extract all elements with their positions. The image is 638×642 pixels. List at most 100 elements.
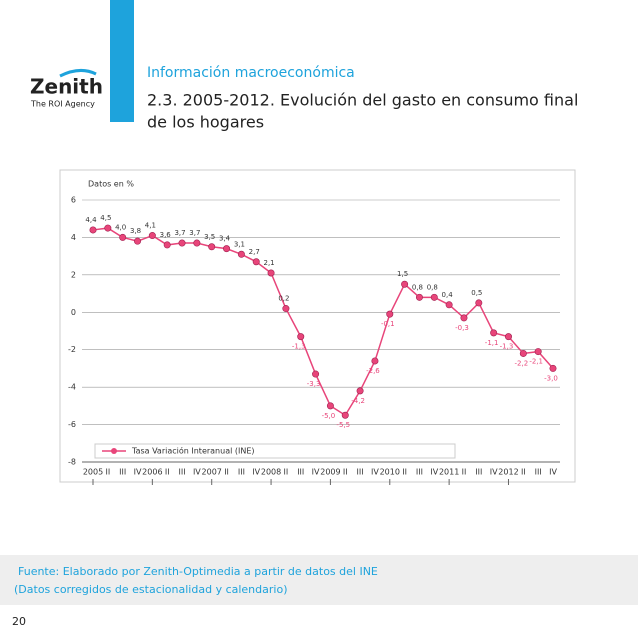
- x-tick-label: IV: [549, 468, 557, 477]
- data-label: -0,1: [381, 320, 395, 328]
- x-tick-label: II: [105, 468, 110, 477]
- point: [401, 280, 409, 288]
- data-label: 3,8: [130, 227, 141, 235]
- x-tick-label: III: [119, 468, 126, 477]
- source: Fuente: Elaborado por Zenith-Optimedia a…: [18, 565, 378, 578]
- point: [89, 226, 97, 234]
- x-tick-label: II: [224, 468, 229, 477]
- point: [430, 293, 438, 301]
- data-label: 3,1: [234, 240, 245, 248]
- data-label: -5,5: [336, 421, 350, 429]
- data-label: 0,2: [278, 295, 289, 303]
- x-tick-label: IV: [252, 468, 260, 477]
- y-tick-label: 2: [71, 270, 76, 279]
- data-label: -2,6: [366, 367, 380, 375]
- x-tick-label: III: [416, 468, 423, 477]
- y-tick-label: -2: [68, 345, 76, 354]
- legend-marker: [111, 448, 117, 454]
- point: [534, 348, 542, 356]
- y-axis-label: Datos en %: [88, 180, 134, 189]
- x-tick-label: IV: [312, 468, 320, 477]
- data-label: 0,8: [427, 283, 438, 291]
- x-tick-label: IV: [193, 468, 201, 477]
- data-label: -4,2: [351, 397, 365, 405]
- point: [134, 237, 142, 245]
- logo: Zenith: [30, 75, 103, 99]
- point: [490, 329, 498, 337]
- point: [460, 314, 468, 322]
- y-tick-label: 0: [71, 308, 76, 317]
- data-label: 2,1: [263, 259, 274, 267]
- legend-label: Tasa Variación Interanual (INE): [131, 446, 255, 456]
- data-label: -5,0: [322, 412, 336, 420]
- point: [178, 239, 186, 247]
- chart-frame: [59, 169, 576, 483]
- data-label: -2,2: [514, 359, 528, 367]
- footer-band: [0, 555, 638, 605]
- point: [341, 411, 349, 419]
- data-label: 0,5: [471, 289, 482, 297]
- data-label: -1,3: [292, 343, 306, 351]
- point: [104, 224, 112, 232]
- x-tick-label: 2007: [202, 468, 222, 477]
- y-tick-label: 4: [71, 233, 76, 242]
- point: [475, 299, 483, 307]
- data-label: -1,1: [485, 339, 499, 347]
- data-label: 0,8: [412, 283, 423, 291]
- data-label: 2,7: [249, 248, 260, 256]
- data-label: 3,7: [189, 229, 200, 237]
- x-tick-label: III: [357, 468, 364, 477]
- point: [282, 305, 290, 313]
- section-title: Información macroeconómica: [147, 65, 355, 81]
- x-tick-label: III: [178, 468, 185, 477]
- y-tick-label: 6: [71, 196, 76, 205]
- point: [519, 349, 527, 357]
- data-label: -3,3: [307, 380, 321, 388]
- data-label: -3,0: [544, 374, 558, 382]
- data-label: 3,6: [160, 231, 172, 239]
- x-tick-label: 2011: [439, 468, 459, 477]
- title: de los hogares: [147, 113, 264, 132]
- x-tick-label: II: [284, 468, 289, 477]
- page-number: 20: [12, 615, 26, 628]
- x-tick-label: II: [521, 468, 526, 477]
- data-label: 4,0: [115, 223, 126, 231]
- data-label: 3,7: [174, 229, 185, 237]
- point: [252, 258, 260, 266]
- point: [223, 245, 231, 253]
- data-label: -0,3: [455, 324, 469, 332]
- point: [371, 357, 379, 365]
- point: [312, 370, 320, 378]
- point: [237, 250, 245, 258]
- point: [119, 233, 127, 241]
- x-tick-label: II: [462, 468, 467, 477]
- point: [356, 387, 364, 395]
- x-tick-label: 2012: [498, 468, 518, 477]
- x-tick-label: 2009: [320, 468, 340, 477]
- data-label: 0,4: [442, 291, 454, 299]
- point: [504, 333, 512, 341]
- data-label: 4,4: [85, 216, 97, 224]
- point: [193, 239, 201, 247]
- x-tick-label: III: [297, 468, 304, 477]
- data-label: 1,5: [397, 270, 408, 278]
- data-label: 4,1: [145, 222, 156, 230]
- point: [208, 243, 216, 251]
- source: (Datos corregidos de estacionalidad y ca…: [14, 583, 287, 596]
- x-tick-label: II: [165, 468, 170, 477]
- y-tick-label: -8: [68, 458, 76, 467]
- point: [415, 293, 423, 301]
- point: [549, 364, 557, 372]
- x-tick-label: IV: [134, 468, 142, 477]
- x-tick-label: IV: [490, 468, 498, 477]
- x-tick-label: II: [343, 468, 348, 477]
- y-tick-label: -4: [68, 383, 76, 392]
- point: [326, 402, 334, 410]
- x-tick-label: 2006: [142, 468, 162, 477]
- logo-swoosh: [59, 69, 97, 78]
- x-tick-label: 2010: [380, 468, 400, 477]
- accent-bar: [110, 0, 134, 122]
- x-tick-label: 2005: [83, 468, 103, 477]
- data-label: -1,3: [500, 343, 514, 351]
- x-tick-label: III: [238, 468, 245, 477]
